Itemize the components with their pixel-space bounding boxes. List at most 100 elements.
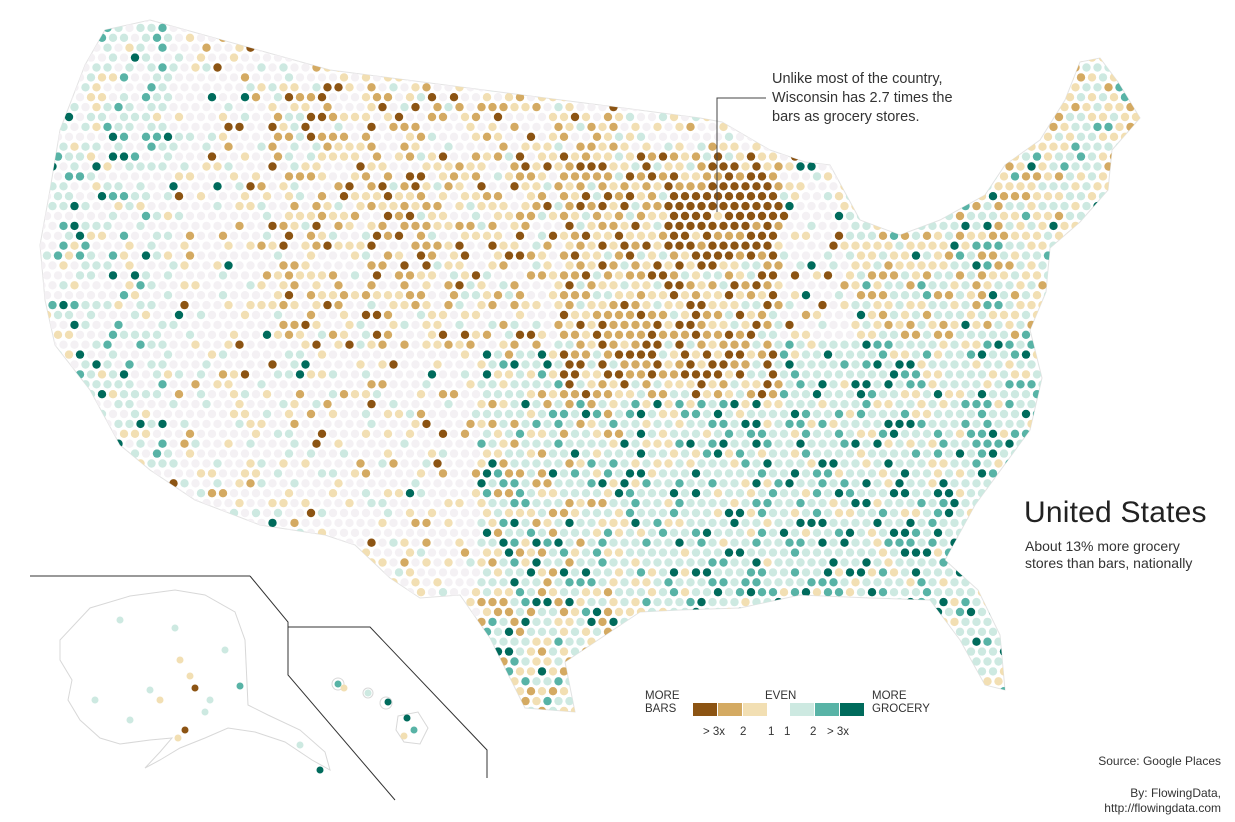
map-dot bbox=[862, 300, 871, 310]
map-dot bbox=[961, 320, 970, 330]
map-dot bbox=[928, 399, 937, 409]
map-dot bbox=[361, 211, 371, 221]
map-dot bbox=[323, 43, 332, 52]
map-dot bbox=[851, 340, 860, 349]
map-dot bbox=[961, 419, 970, 429]
map-dot bbox=[394, 132, 404, 141]
map-dot bbox=[180, 122, 189, 132]
map-dot bbox=[532, 459, 541, 468]
map-dot bbox=[625, 370, 635, 379]
map-dot bbox=[317, 449, 327, 458]
map-dot bbox=[53, 251, 63, 260]
map-dot bbox=[669, 93, 679, 102]
map-dot bbox=[862, 182, 871, 191]
map-dot bbox=[1054, 211, 1064, 221]
map-dot bbox=[647, 112, 657, 122]
map-dot bbox=[350, 152, 360, 161]
map-dot bbox=[906, 281, 915, 290]
map-dot bbox=[1021, 449, 1031, 458]
map-dot bbox=[125, 102, 134, 112]
map-dot bbox=[939, 439, 948, 448]
map-dot bbox=[64, 449, 74, 458]
map-dot bbox=[213, 459, 222, 468]
map-dot bbox=[180, 360, 189, 369]
map-dot bbox=[361, 251, 371, 260]
map-dot bbox=[422, 459, 431, 468]
map-dot bbox=[328, 310, 338, 320]
map-dot bbox=[180, 320, 189, 330]
map-dot bbox=[317, 350, 327, 359]
map-dot bbox=[702, 172, 712, 181]
map-dot bbox=[702, 429, 712, 438]
map-dot bbox=[449, 469, 459, 478]
map-dot bbox=[213, 300, 222, 310]
map-dot bbox=[730, 459, 739, 468]
map-dot bbox=[482, 310, 492, 320]
map-dot bbox=[774, 459, 783, 468]
map-dot bbox=[70, 142, 79, 151]
map-dot bbox=[1093, 63, 1102, 72]
map-dot bbox=[576, 182, 585, 191]
map-dot bbox=[642, 142, 651, 151]
map-dot bbox=[92, 380, 101, 389]
map-dot bbox=[636, 429, 646, 438]
map-dot bbox=[372, 251, 382, 260]
map-dot bbox=[922, 429, 932, 438]
map-dot bbox=[620, 360, 629, 369]
map-dot bbox=[268, 419, 277, 429]
map-dot bbox=[438, 53, 448, 62]
map-dot bbox=[779, 132, 789, 141]
map-dot bbox=[147, 63, 156, 72]
map-dot bbox=[130, 132, 140, 141]
map-dot bbox=[702, 291, 712, 300]
map-dot bbox=[823, 271, 833, 280]
map-dot bbox=[587, 221, 596, 231]
map-dot bbox=[81, 241, 90, 250]
map-dot bbox=[768, 409, 778, 419]
map-dot bbox=[345, 399, 354, 409]
map-dot bbox=[196, 73, 206, 82]
map-dot bbox=[1104, 221, 1113, 231]
map-dot bbox=[708, 23, 717, 33]
map-dot bbox=[235, 300, 244, 310]
map-dot bbox=[950, 221, 959, 231]
map-dot bbox=[152, 152, 162, 161]
map-dot bbox=[999, 271, 1009, 280]
map-dot bbox=[900, 192, 910, 201]
map-dot bbox=[581, 350, 591, 359]
map-dot bbox=[642, 479, 651, 488]
map-dot bbox=[493, 192, 503, 201]
map-dot bbox=[911, 390, 921, 399]
map-dot bbox=[1131, 231, 1140, 241]
map-dot bbox=[884, 241, 893, 250]
map-dot bbox=[251, 93, 261, 102]
map-dot bbox=[631, 479, 640, 488]
map-dot bbox=[1043, 152, 1053, 161]
map-dot bbox=[779, 211, 789, 221]
map-dot bbox=[730, 300, 739, 310]
map-dot bbox=[455, 419, 464, 429]
map-dot bbox=[950, 281, 959, 290]
map-dot bbox=[1027, 399, 1036, 409]
map-dot bbox=[169, 63, 178, 72]
map-dot bbox=[675, 360, 684, 369]
map-dot bbox=[752, 360, 761, 369]
map-dot bbox=[40, 162, 46, 171]
map-dot bbox=[730, 360, 739, 369]
map-dot bbox=[213, 23, 222, 33]
map-dot bbox=[180, 162, 189, 171]
map-dot bbox=[1143, 212, 1151, 220]
map-dot bbox=[416, 350, 426, 359]
map-dot bbox=[356, 281, 365, 290]
map-dot bbox=[895, 43, 904, 52]
map-dot bbox=[394, 271, 404, 280]
map-dot bbox=[460, 489, 470, 498]
map-dot bbox=[361, 271, 371, 280]
map-dot bbox=[928, 162, 937, 171]
map-dot bbox=[75, 310, 85, 320]
map-dot bbox=[339, 330, 349, 339]
map-dot bbox=[147, 23, 156, 33]
map-dot bbox=[284, 192, 294, 201]
map-dot bbox=[834, 449, 844, 458]
